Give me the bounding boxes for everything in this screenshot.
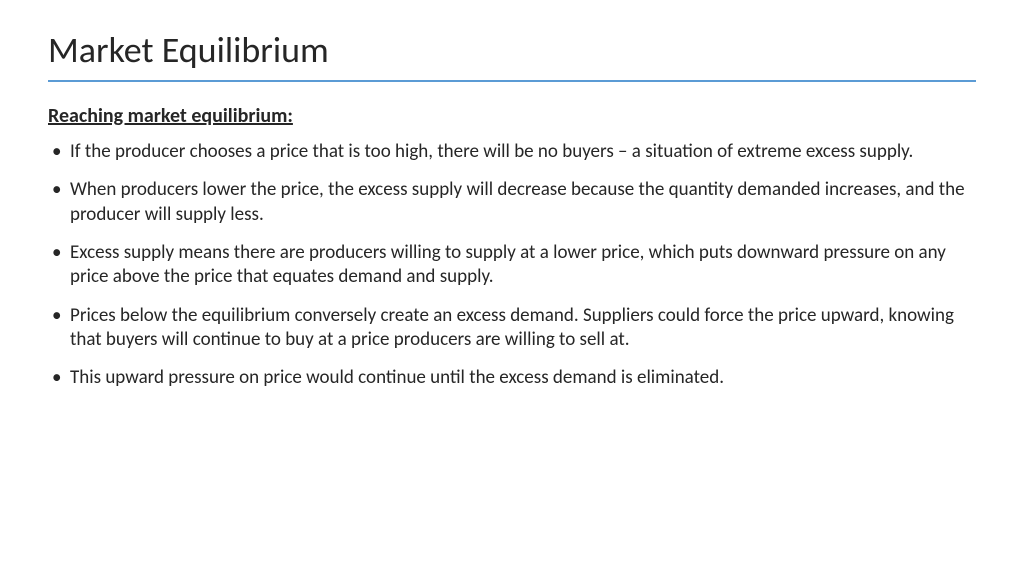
slide-title: Market Equilibrium	[48, 28, 976, 72]
bullet-list: If the producer chooses a price that is …	[48, 140, 976, 391]
list-item: Excess supply means there are producers …	[48, 241, 976, 290]
list-item: If the producer chooses a price that is …	[48, 140, 976, 164]
list-item: When producers lower the price, the exce…	[48, 178, 976, 227]
list-item: Prices below the equilibrium conversely …	[48, 304, 976, 353]
title-underline	[48, 80, 976, 82]
list-item: This upward pressure on price would cont…	[48, 366, 976, 390]
subheading: Reaching market equilibrium:	[48, 104, 976, 128]
